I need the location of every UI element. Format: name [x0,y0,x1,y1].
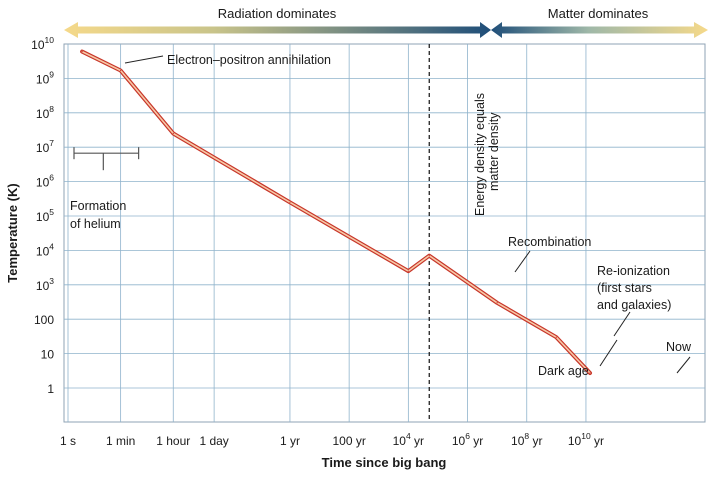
electron-positron-leader [124,55,164,64]
dark-age-label: Dark age [538,364,589,378]
reionization-label-line1: Re-ionization [597,264,670,278]
y-tick-label: 106 [36,173,54,190]
electron-positron-label: Electron–positron annihilation [167,53,331,67]
data-point [172,132,174,135]
y-axis-title: Temperature (K) [5,183,20,282]
y-tick-label: 1010 [31,35,54,52]
x-axis-title: Time since big bang [322,455,447,470]
x-tick-label: 1 hour [156,434,190,448]
data-point [555,336,557,338]
data-point [496,302,498,304]
x-tick-label: 1 s [60,434,76,448]
x-tick-label: 1 min [106,434,135,448]
radiation-era-label: Radiation dominates [218,6,337,21]
y-tick-label: 109 [36,69,54,86]
y-tick-label: 100 [34,313,54,327]
x-tick-label: 1010 yr [568,431,604,448]
reionization-label-line2: (first stars [597,281,652,295]
y-tick-label: 1 [47,382,54,396]
matter-era-label: Matter dominates [548,6,649,21]
now-label: Now [666,340,692,354]
data-point [428,255,430,257]
boundary-label-line2: matter density [487,112,501,191]
helium-label-line2: of helium [70,217,121,231]
x-tick-label: 106 yr [452,431,483,448]
y-tick-label: 103 [36,276,54,293]
helium-formation-bracket [73,147,140,171]
y-tick-label: 10 [41,348,55,362]
data-point [589,372,591,374]
matter-era-arrow [491,22,708,38]
grid-lines [64,44,705,422]
boundary-label-line1: Energy density equals [473,93,487,216]
y-tick-label: 104 [36,241,54,258]
y-tick-label: 107 [36,138,54,155]
x-tick-label: 108 yr [511,431,542,448]
now-leader [676,356,691,374]
recombination-leader [514,250,531,273]
x-tick-label: 1 day [199,434,228,448]
data-point [407,270,409,272]
dark-age-leader [599,339,618,367]
y-tick-label: 105 [36,207,54,224]
data-point [120,69,122,72]
x-tick-labels: 1 s 1 min 1 hour 1 day 1 yr 100 yr 104 yr 106 y… [60,431,604,448]
data-point [81,51,83,53]
helium-label-line1: Formation [70,199,126,213]
curve-points [81,51,591,374]
reionization-leader [613,311,631,337]
plot-area [63,43,706,423]
x-tick-label: 100 yr [332,434,365,448]
y-tick-label: 108 [36,104,54,121]
x-tick-label: 104 yr [393,431,424,448]
y-tick-labels: 1010 109 108 107 106 105 104 103 100 10 1 [31,35,54,396]
radiation-era-arrow [64,22,491,38]
recombination-label: Recombination [508,235,591,249]
era-arrows: Radiation dominates Matter dominates [64,6,708,38]
x-tick-label: 1 yr [280,434,300,448]
data-point [289,201,291,203]
reionization-label-line3: and galaxies) [597,298,671,312]
